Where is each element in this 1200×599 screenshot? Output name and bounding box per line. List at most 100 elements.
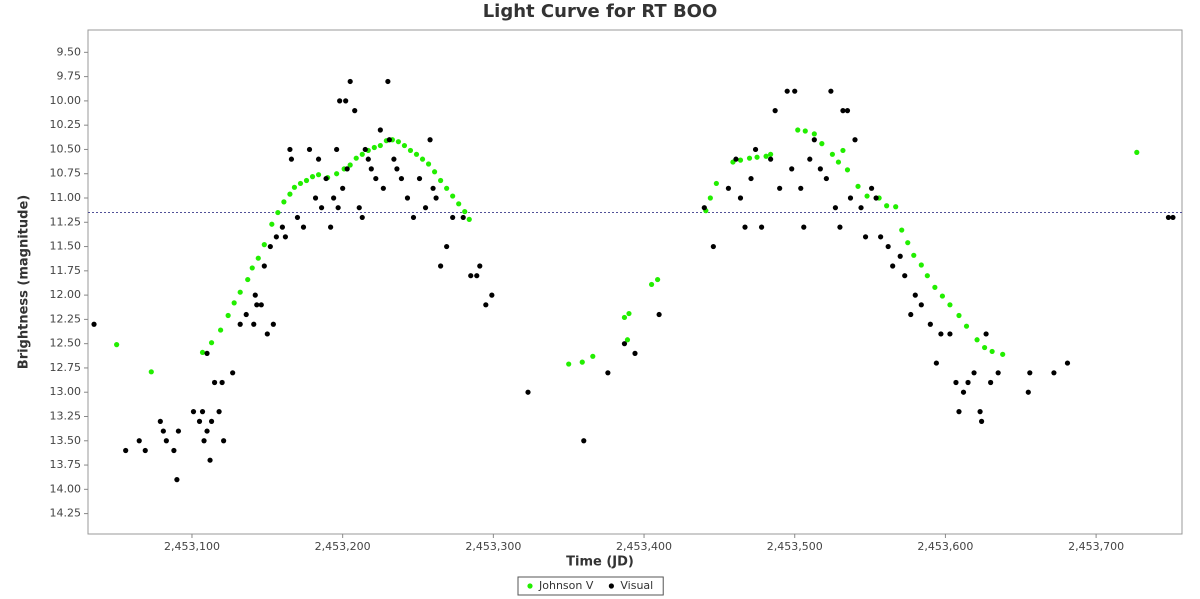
data-point <box>394 166 400 172</box>
data-point <box>911 252 917 258</box>
legend-marker <box>608 583 614 589</box>
data-point <box>312 195 319 201</box>
data-point <box>817 166 823 172</box>
data-point <box>768 151 774 157</box>
data-point <box>864 193 870 199</box>
data-point <box>282 234 289 240</box>
data-point <box>789 166 795 172</box>
data-point <box>938 331 944 337</box>
data-point <box>474 273 480 279</box>
data-point <box>427 137 433 143</box>
data-point <box>868 185 875 191</box>
data-point <box>237 321 243 327</box>
data-point <box>334 171 340 177</box>
data-point <box>897 253 903 259</box>
legend-label: Johnson V <box>538 579 594 592</box>
data-point <box>190 409 197 415</box>
data-point <box>267 243 273 250</box>
data-point <box>924 273 930 279</box>
data-point <box>123 447 129 454</box>
data-point <box>373 175 379 182</box>
data-point <box>230 370 236 376</box>
data-point <box>525 389 531 395</box>
data-point <box>902 273 908 279</box>
data-point <box>828 88 834 94</box>
data-point <box>632 350 638 356</box>
data-point <box>777 185 783 191</box>
data-point <box>160 428 166 434</box>
data-point <box>410 214 417 221</box>
data-point <box>269 221 275 227</box>
data-point <box>231 300 237 306</box>
data-point <box>157 418 163 424</box>
data-point <box>844 108 851 114</box>
data-point <box>844 167 851 173</box>
data-point <box>466 216 472 222</box>
data-point <box>918 262 924 268</box>
x-tick-label: 2,453,500 <box>767 540 823 553</box>
data-point <box>175 428 182 434</box>
data-point <box>450 214 456 221</box>
data-point <box>344 166 350 172</box>
data-point <box>377 127 383 133</box>
x-tick-label: 2,453,100 <box>164 540 220 553</box>
data-point <box>840 108 846 114</box>
data-point <box>444 185 450 191</box>
data-point <box>343 98 349 104</box>
data-point <box>225 312 231 319</box>
data-point <box>243 311 249 318</box>
data-point <box>136 438 142 444</box>
data-point <box>956 312 962 319</box>
data-point <box>395 139 402 145</box>
data-point <box>912 292 918 298</box>
data-point <box>309 174 316 180</box>
data-point <box>315 172 322 178</box>
legend-marker <box>527 583 533 589</box>
data-point <box>905 240 911 246</box>
data-point <box>300 224 307 230</box>
data-point <box>425 161 432 167</box>
data-point <box>460 214 466 221</box>
data-point <box>401 142 408 149</box>
data-point <box>890 263 896 269</box>
data-point <box>581 438 587 444</box>
data-point <box>258 302 264 308</box>
y-tick-label: 10.00 <box>50 94 82 107</box>
data-point <box>199 349 206 356</box>
y-tick-label: 14.25 <box>50 507 82 520</box>
data-point <box>772 108 778 114</box>
data-point <box>768 156 774 162</box>
data-point <box>359 151 365 157</box>
data-point <box>801 224 807 230</box>
data-point <box>297 180 304 187</box>
data-point <box>380 185 386 191</box>
data-point <box>306 146 313 153</box>
data-point <box>275 209 281 216</box>
data-point <box>287 146 293 153</box>
data-point <box>444 243 450 250</box>
data-point <box>908 311 914 318</box>
data-point <box>208 418 215 424</box>
y-tick-label: 9.75 <box>57 70 82 83</box>
data-point <box>413 151 420 157</box>
y-tick-label: 12.50 <box>50 337 82 350</box>
data-point <box>855 183 861 189</box>
data-point <box>710 243 716 250</box>
x-tick-label: 2,453,200 <box>315 540 371 553</box>
data-point <box>419 156 426 162</box>
x-tick-label: 2,453,600 <box>917 540 973 553</box>
data-point <box>873 195 879 201</box>
data-point <box>356 205 362 211</box>
data-point <box>204 428 210 434</box>
data-point <box>207 457 213 463</box>
data-point <box>279 224 285 230</box>
data-point <box>483 302 489 308</box>
data-point <box>270 321 276 327</box>
data-point <box>352 108 358 114</box>
data-point <box>398 175 405 182</box>
data-point <box>422 205 429 211</box>
data-point <box>318 205 325 211</box>
data-point <box>468 273 474 279</box>
y-tick-label: 11.25 <box>50 215 82 228</box>
data-point <box>983 331 989 337</box>
